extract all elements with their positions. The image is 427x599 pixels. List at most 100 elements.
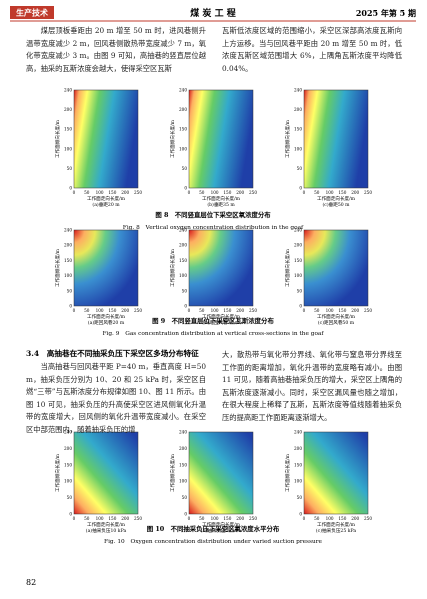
y-tick-label: 0: [184, 304, 187, 309]
x-tick-label: 50: [84, 190, 90, 195]
header-section: 生产技术: [16, 8, 48, 18]
x-tick-label: 200: [236, 308, 244, 313]
y-tick-label: 240: [179, 430, 187, 435]
y-tick-label: 200: [179, 243, 187, 248]
x-tick-label: 200: [236, 190, 244, 195]
paragraph: 大，散热带与氧化带分界线、氧化带与窒息带分界线至工作面的距离增加，氧化升温带的宽…: [222, 350, 402, 422]
panel-label: (b)抽采负压20 kPa: [201, 527, 242, 534]
x-axis-label: 工作面走向长度/m: [87, 521, 126, 528]
panel-label: (a)垂距20 m: [92, 201, 120, 208]
x-tick-label: 150: [223, 190, 231, 195]
x-axis-label: 工作面走向长度/m: [87, 313, 126, 320]
panel-label: (b)距回风巷35 m: [203, 319, 240, 326]
y-tick-label: 100: [179, 146, 187, 151]
panel-label: (c)距回风巷50 m: [318, 319, 355, 326]
x-axis-label: 工作面走向长度/m: [202, 521, 241, 528]
x-tick-label: 150: [338, 516, 346, 521]
y-tick-label: 50: [182, 166, 188, 171]
x-tick-label: 150: [108, 190, 116, 195]
y-axis-label: 工作面倾向长度/m: [169, 453, 176, 492]
y-tick-label: 240: [294, 88, 302, 93]
x-tick-label: 0: [188, 190, 191, 195]
caption-en: Fig. 8 Vertical oxygen concentration dis…: [123, 225, 304, 231]
y-tick-label: 100: [64, 146, 72, 151]
y-axis-label: 工作面倾向长度/m: [284, 248, 291, 287]
y-tick-label: 200: [64, 446, 72, 451]
x-tick-label: 150: [108, 516, 116, 521]
y-tick-label: 150: [294, 258, 302, 263]
x-tick-label: 50: [314, 190, 320, 195]
y-tick-label: 100: [179, 273, 187, 278]
y-tick-label: 0: [184, 512, 187, 517]
x-tick-label: 150: [338, 308, 346, 313]
y-axis-label: 工作面倾向长度/m: [284, 453, 291, 492]
x-tick-label: 50: [84, 516, 90, 521]
y-tick-label: 0: [69, 186, 72, 191]
x-tick-label: 200: [351, 308, 359, 313]
x-tick-label: 200: [351, 516, 359, 521]
x-tick-label: 250: [364, 516, 372, 521]
x-tick-label: 50: [199, 190, 205, 195]
caption-zh: 图 9 不同竖直层位下采空区瓦斯浓度分布: [152, 316, 274, 325]
y-tick-label: 200: [294, 446, 302, 451]
x-tick-label: 100: [211, 308, 219, 313]
x-tick-label: 250: [364, 308, 372, 313]
x-tick-label: 0: [188, 516, 191, 521]
y-tick-label: 50: [182, 495, 188, 500]
x-tick-label: 0: [73, 516, 76, 521]
x-tick-label: 0: [73, 190, 76, 195]
y-axis-label: 工作面倾向长度/m: [169, 119, 176, 158]
y-axis-label: 工作面倾向长度/m: [284, 119, 291, 158]
caption-en: Fig. 10 Oxygen concentration distributio…: [104, 539, 322, 545]
x-tick-label: 50: [314, 308, 320, 313]
header-issue: 2025 年第 5 期: [356, 8, 416, 18]
x-tick-label: 100: [326, 516, 334, 521]
header-journal: 煤 炭 工 程: [190, 7, 235, 19]
x-tick-label: 200: [121, 190, 129, 195]
section-tag-bg: [10, 6, 54, 19]
y-tick-label: 150: [64, 258, 72, 263]
y-tick-label: 150: [64, 127, 72, 132]
y-tick-label: 100: [179, 479, 187, 484]
y-axis-label: 工作面倾向长度/m: [54, 119, 61, 158]
x-tick-label: 50: [84, 308, 90, 313]
y-tick-label: 50: [297, 166, 303, 171]
y-tick-label: 50: [297, 288, 303, 293]
y-tick-label: 0: [69, 304, 72, 309]
panel-label: (c)抽采负压25 kPa: [316, 527, 357, 534]
paragraph: 煤层顶板垂距由 20 m 增至 50 m 时，进风巷侧升温带宽度减少 2 m，回…: [26, 26, 206, 73]
y-axis-label: 工作面倾向长度/m: [169, 248, 176, 287]
x-tick-label: 250: [134, 516, 142, 521]
x-tick-label: 150: [223, 308, 231, 313]
x-tick-label: 150: [338, 190, 346, 195]
y-tick-label: 150: [179, 127, 187, 132]
y-tick-label: 0: [299, 304, 302, 309]
x-tick-label: 200: [351, 190, 359, 195]
x-tick-label: 250: [134, 308, 142, 313]
x-tick-label: 50: [199, 308, 205, 313]
y-tick-label: 50: [297, 495, 303, 500]
y-tick-label: 100: [294, 479, 302, 484]
y-tick-label: 240: [179, 228, 187, 233]
y-tick-label: 150: [179, 258, 187, 263]
y-tick-label: 150: [179, 462, 187, 467]
paragraph: 当高抽巷与回风巷平距 P=40 m，垂直高度 H=50 m，抽采负压分别为 10…: [26, 362, 206, 434]
page-number: 82: [26, 578, 36, 587]
section-heading: 3.4 高抽巷在不同抽采负压下采空区多场分布特征: [26, 348, 199, 358]
y-tick-label: 50: [67, 495, 73, 500]
y-tick-label: 50: [67, 288, 73, 293]
heatmap: [188, 89, 254, 189]
y-tick-label: 200: [294, 107, 302, 112]
x-tick-label: 0: [303, 516, 306, 521]
y-tick-label: 240: [294, 228, 302, 233]
x-axis-label: 工作面走向长度/m: [87, 195, 126, 202]
y-tick-label: 50: [182, 288, 188, 293]
y-tick-label: 200: [294, 243, 302, 248]
y-tick-label: 200: [64, 107, 72, 112]
x-tick-label: 50: [199, 516, 205, 521]
x-tick-label: 250: [134, 190, 142, 195]
x-tick-label: 200: [236, 516, 244, 521]
x-axis-label: 工作面走向长度/m: [202, 195, 241, 202]
